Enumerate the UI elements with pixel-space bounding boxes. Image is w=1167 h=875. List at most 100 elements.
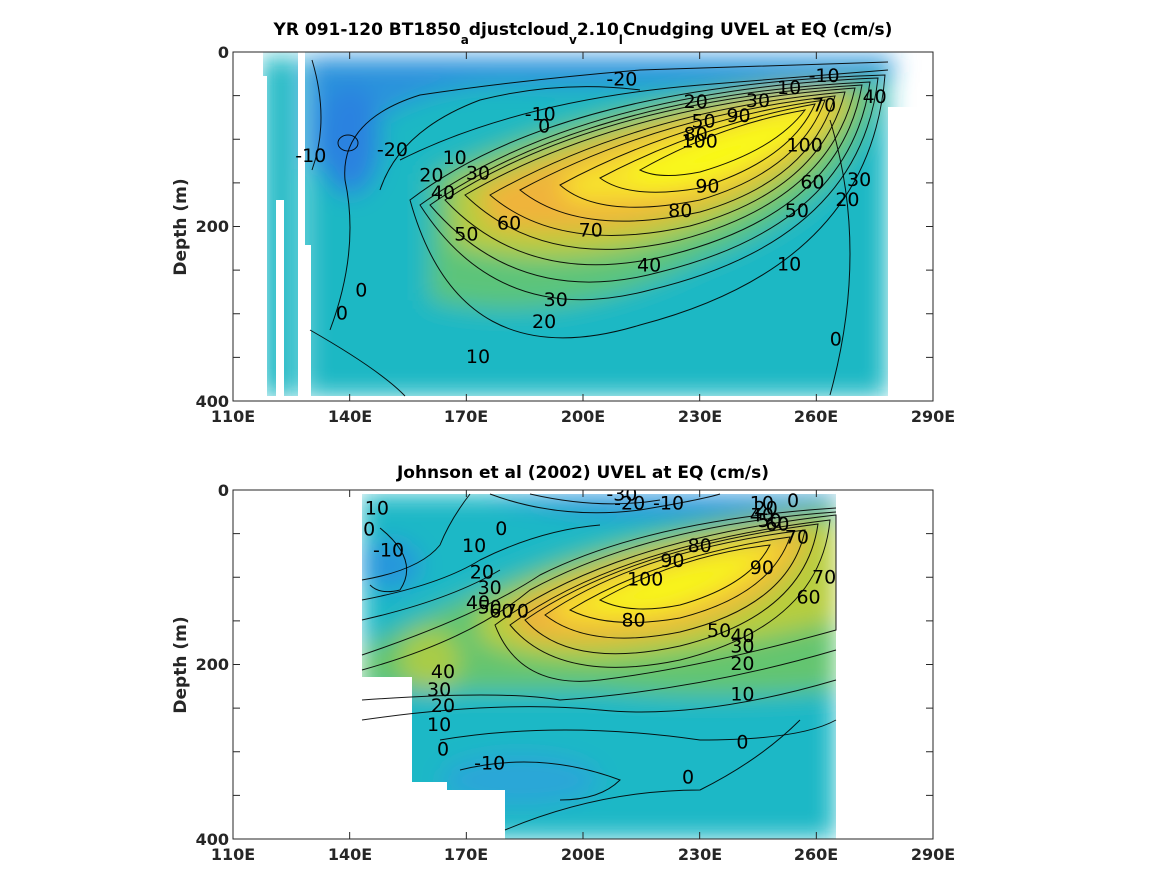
- contour-label: 90: [695, 176, 719, 198]
- contour-label: 40: [750, 505, 774, 527]
- title-part: l: [619, 33, 623, 47]
- contour-label: 0: [495, 518, 507, 540]
- contour-label: 100: [627, 568, 663, 590]
- contour-label: 10: [443, 147, 467, 169]
- contour-label: 80: [684, 123, 708, 145]
- contour-label: -10: [373, 540, 404, 562]
- contour-label: 30: [427, 679, 451, 701]
- contour-label: 0: [437, 739, 449, 761]
- contour-label: 10: [365, 498, 389, 520]
- y-tick-label: 400: [196, 392, 229, 411]
- contour-label: 20: [684, 91, 708, 113]
- contour-label: -20: [614, 492, 645, 514]
- y-axis-label-model: Depth (m): [171, 178, 191, 275]
- title-part: a: [461, 33, 469, 47]
- contour-label: -10: [809, 65, 840, 87]
- y-tick-labels-johnson: 0 200 400: [196, 481, 229, 849]
- contour-label: 0: [538, 116, 550, 138]
- contour-label: 30: [478, 577, 502, 599]
- chart-panel-model: YR 091-120 BT1850adjustcloudv2.10lCnudgi…: [171, 20, 955, 426]
- contour-label: 50: [707, 620, 731, 642]
- contour-label: 60: [489, 601, 513, 623]
- contour-label: 50: [454, 224, 478, 246]
- contour-label: 60: [765, 513, 789, 535]
- contour-label: 30: [730, 636, 754, 658]
- contour-label: 90: [750, 557, 774, 579]
- contour-label: 20: [730, 653, 754, 675]
- y-tick-label: 0: [218, 43, 229, 62]
- contour-label: 30: [466, 163, 490, 185]
- contour-label: 60: [800, 171, 824, 193]
- x-tick-label: 200E: [561, 845, 605, 864]
- title-part: 2.10: [577, 20, 619, 40]
- axis-ticks-johnson: [232, 489, 934, 840]
- contour-label: 10: [730, 684, 754, 706]
- contour-label: 100: [682, 130, 718, 152]
- contour-label: 0: [787, 490, 799, 512]
- axis-ticks-model: [232, 51, 934, 402]
- contour-label: -20: [377, 139, 408, 161]
- contour-label: 20: [470, 561, 494, 583]
- contour-label: -30: [606, 484, 637, 506]
- title-part: v: [569, 33, 577, 47]
- contour-label: 70: [505, 601, 529, 623]
- contour-label: 50: [758, 510, 782, 532]
- contour-label: 20: [431, 695, 455, 717]
- contour-label: 0: [355, 280, 367, 302]
- contour-label: 30: [746, 90, 770, 112]
- contour-label: 20: [419, 164, 443, 186]
- contour-label: 0: [830, 328, 842, 350]
- contour-label: 80: [688, 535, 712, 557]
- contour-label: -10: [653, 492, 684, 514]
- contour-label: 0: [336, 302, 348, 324]
- contour-label: 30: [544, 289, 568, 311]
- x-tick-label: 110E: [211, 845, 255, 864]
- contour-label: 70: [579, 219, 603, 241]
- contour-label: 20: [835, 189, 859, 211]
- contour-label: 70: [812, 567, 836, 589]
- contour-label: 10: [777, 253, 801, 275]
- x-tick-label: 230E: [678, 407, 722, 426]
- contour-label: 50: [785, 200, 809, 222]
- x-tick-label: 260E: [794, 845, 838, 864]
- title-part: djustcloud: [469, 20, 569, 40]
- x-tick-labels-johnson: 110E 140E 170E 200E 230E 260E 290E: [211, 845, 955, 864]
- y-tick-label: 200: [196, 217, 229, 236]
- contour-lines-johnson: [361, 493, 837, 831]
- contour-label: 40: [730, 625, 754, 647]
- chart-title-johnson: Johnson et al (2002) UVEL at EQ (cm/s): [396, 463, 769, 483]
- contour-label: 30: [847, 169, 871, 191]
- contour-label: 10: [427, 714, 451, 736]
- contour-label: 50: [478, 596, 502, 618]
- x-tick-labels-model: 110E 140E 170E 200E 230E 260E 290E: [211, 407, 955, 426]
- title-part: YR 091-120 BT1850: [273, 20, 461, 40]
- x-tick-label: 290E: [911, 845, 955, 864]
- contour-label: 100: [787, 135, 823, 157]
- contour-label: 40: [431, 182, 455, 204]
- contour-label: 20: [532, 311, 556, 333]
- x-tick-label: 200E: [561, 407, 605, 426]
- contour-label: 10: [466, 346, 490, 368]
- contour-label: 10: [750, 492, 774, 514]
- contour-label: -20: [606, 68, 637, 90]
- contour-label: 80: [621, 609, 645, 631]
- contour-label: -10: [525, 103, 556, 125]
- x-tick-label: 230E: [678, 845, 722, 864]
- y-tick-label: 0: [218, 481, 229, 500]
- contour-label: 20: [754, 498, 778, 520]
- contour-label: 40: [466, 592, 490, 614]
- x-tick-label: 140E: [328, 845, 372, 864]
- contour-label: 0: [736, 732, 748, 754]
- x-tick-label: 170E: [444, 845, 488, 864]
- y-tick-label: 200: [196, 655, 229, 674]
- contour-label: 40: [431, 661, 455, 683]
- contour-label: 60: [796, 587, 820, 609]
- title-part: Johnson et al (2002) UVEL at EQ (cm/s): [396, 463, 769, 483]
- chart-panel-johnson: Johnson et al (2002) UVEL at EQ (cm/s): [171, 463, 955, 864]
- contour-label: 40: [637, 254, 661, 276]
- y-tick-labels-model: 0 200 400: [196, 43, 229, 411]
